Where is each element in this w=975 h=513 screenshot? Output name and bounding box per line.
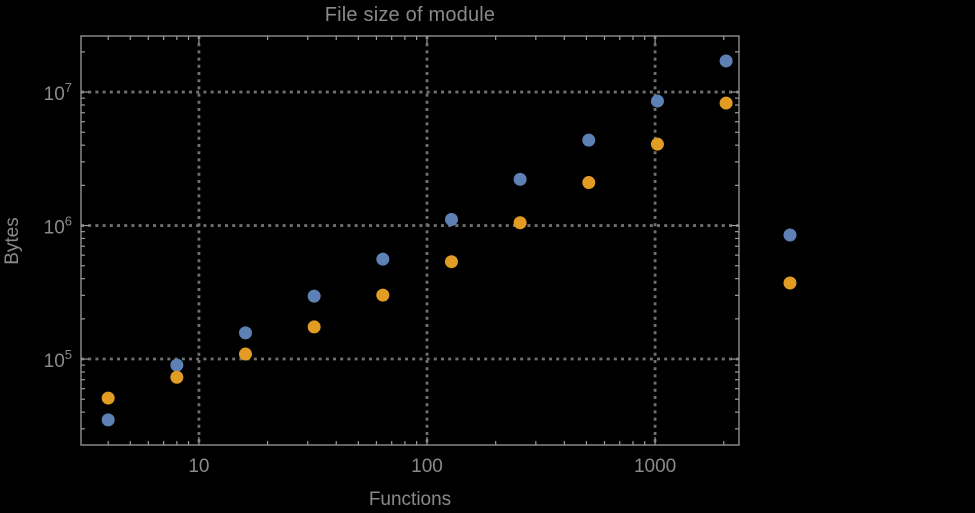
data-point xyxy=(513,172,527,186)
data-point xyxy=(444,255,458,269)
plot-frame xyxy=(80,35,740,446)
data-point xyxy=(238,347,252,361)
chart-title: File size of module xyxy=(324,4,496,26)
data-point xyxy=(307,289,321,303)
data-point xyxy=(101,413,115,427)
y-tick-label: 106 xyxy=(44,214,72,239)
y-tick-labels: 105 106 107 xyxy=(44,80,72,372)
legend-marker xyxy=(783,228,797,242)
series2-points xyxy=(101,96,733,405)
data-point xyxy=(582,133,596,147)
data-point xyxy=(307,320,321,334)
y-tick-label: 107 xyxy=(44,80,72,105)
data-point xyxy=(719,54,733,68)
y-tick-label: 105 xyxy=(44,347,72,372)
x-tick-label: 100 xyxy=(411,456,443,477)
data-point xyxy=(650,137,664,151)
series1-points xyxy=(101,54,733,427)
x-tick-labels: 10 100 1000 xyxy=(188,456,676,477)
data-point xyxy=(582,176,596,190)
legend-markers xyxy=(783,228,797,290)
data-point xyxy=(101,391,115,405)
data-point xyxy=(376,252,390,266)
data-point xyxy=(170,358,184,372)
x-axis-label: Functions xyxy=(368,489,452,510)
data-point xyxy=(170,370,184,384)
axis-ticks xyxy=(81,36,739,445)
frame-rect xyxy=(80,35,740,446)
data-point xyxy=(444,212,458,226)
data-point xyxy=(376,288,390,302)
data-point xyxy=(650,94,664,108)
x-tick-label: 10 xyxy=(188,456,209,477)
legend-marker xyxy=(783,276,797,290)
x-tick-label: 1000 xyxy=(634,456,676,477)
gridlines xyxy=(81,36,739,445)
data-point xyxy=(238,326,252,340)
data-point xyxy=(719,96,733,110)
data-point xyxy=(513,216,527,230)
